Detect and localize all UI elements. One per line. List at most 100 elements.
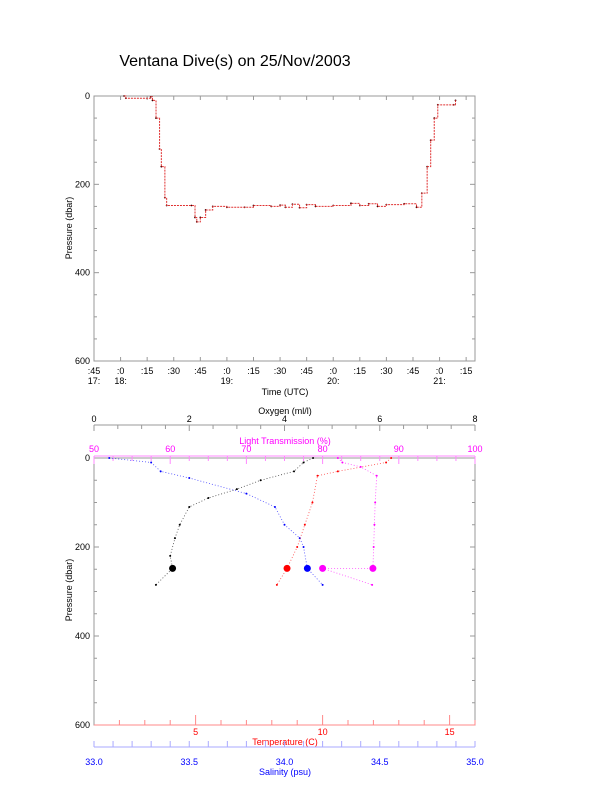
temperature-tick-label: 15 — [445, 727, 455, 737]
y-axis-label: Pressure (dbar) — [64, 559, 74, 622]
oxygen-data-point — [235, 488, 238, 491]
oxygen-data-point — [302, 461, 305, 464]
temperature-data-point — [283, 564, 291, 572]
salinity-tick-label: 34.0 — [276, 757, 294, 767]
oxygen-tick-label: 0 — [91, 414, 96, 424]
oxygen-axis-label: Oxygen (ml/l) — [258, 406, 312, 416]
oxygen-data-point — [312, 457, 315, 459]
light-data-point — [369, 564, 377, 572]
oxygen-tick-label: 4 — [282, 414, 287, 424]
oxygen-tick-label: 6 — [377, 414, 382, 424]
plot-frame — [93, 457, 476, 726]
oxygen-tick-label: 8 — [472, 414, 477, 424]
x-tick-label-hour: 18: — [114, 376, 127, 386]
x-axis-label: Time (UTC) — [262, 387, 309, 397]
light-data-point — [371, 583, 374, 586]
y-tick-label: 200 — [75, 179, 90, 189]
x-tick-label: :0 — [223, 366, 231, 376]
salinity-tick-label: 33.5 — [180, 757, 198, 767]
y-tick-label: 0 — [85, 453, 90, 463]
x-tick-label: :0 — [329, 366, 337, 376]
salinity-tick-label: 35.0 — [466, 757, 484, 767]
plot-frame — [93, 95, 476, 362]
light-data-point — [373, 523, 376, 526]
light-tick-label: 50 — [89, 444, 99, 454]
x-tick-label: :0 — [117, 366, 125, 376]
light-axis-label: Light Transmission (%) — [239, 436, 331, 446]
x-tick-label: :0 — [436, 366, 444, 376]
salinity-profile-line — [109, 457, 323, 586]
temperature-tick-label: 5 — [193, 727, 198, 737]
temperature-data-point — [275, 583, 278, 586]
salinity-data-point — [108, 457, 111, 459]
light-data-point — [374, 501, 377, 504]
oxygen-data-point — [173, 537, 176, 540]
salinity-data-point — [159, 470, 162, 473]
x-tick-label-hour: 19: — [221, 376, 234, 386]
oxygen-data-point — [169, 554, 172, 557]
x-tick-label: :45 — [300, 366, 313, 376]
x-tick-label: :15 — [460, 366, 473, 376]
temperature-data-point — [316, 474, 319, 477]
temperature-data-point — [390, 457, 393, 459]
x-tick-label: :30 — [380, 366, 393, 376]
light-data-point — [359, 465, 362, 468]
y-tick-label: 600 — [75, 720, 90, 730]
salinity-data-point — [321, 583, 324, 586]
y-tick-label: 600 — [75, 356, 90, 366]
x-tick-label-hour: 20: — [327, 376, 340, 386]
light-data-point — [336, 457, 339, 459]
y-tick-label: 400 — [75, 631, 90, 641]
oxygen-data-point — [178, 523, 181, 526]
x-tick-label-hour: 17: — [88, 376, 101, 386]
light-tick-label: 80 — [318, 444, 328, 454]
x-tick-label: :45 — [88, 366, 101, 376]
profile-plot: 0 200 400 600 Pressure (dbar) 0 2 4 6 8 Oxygen (ml… — [64, 406, 484, 777]
temperature-data-point — [296, 546, 299, 548]
temperature-tick-label: 10 — [318, 727, 328, 737]
data-point — [190, 204, 193, 207]
salinity-data-point — [303, 564, 311, 572]
temperature-data-point — [303, 523, 306, 526]
x-tick-label: :45 — [194, 366, 207, 376]
pressure-time-plot: 0200400600:4517::018::15:30:45:019::15:3… — [64, 91, 476, 397]
light-data-point — [319, 564, 327, 572]
temperature-data-point — [311, 501, 314, 504]
salinity-axis-label: Salinity (psu) — [259, 767, 311, 777]
oxygen-data-point — [188, 505, 191, 508]
y-tick-label: 200 — [75, 542, 90, 552]
oxygen-data-point — [154, 583, 157, 586]
x-tick-label: :15 — [354, 366, 367, 376]
x-tick-label: :30 — [274, 366, 287, 376]
light-data-point — [372, 546, 375, 548]
chart-title: Ventana Dive(s) on 25/Nov/2003 — [119, 53, 350, 70]
oxygen-tick-label: 2 — [187, 414, 192, 424]
light-profile-line — [322, 457, 378, 586]
pressure-line — [124, 95, 457, 223]
light-tick-label: 100 — [467, 444, 482, 454]
light-data-point — [341, 461, 344, 464]
x-tick-label: :30 — [167, 366, 180, 376]
salinity-tick-label: 34.5 — [371, 757, 389, 767]
x-tick-label: :15 — [247, 366, 260, 376]
light-tick-label: 70 — [241, 444, 251, 454]
salinity-data-point — [188, 477, 191, 480]
salinity-data-point — [273, 505, 276, 508]
salinity-data-point — [302, 546, 305, 548]
data-point — [350, 202, 352, 205]
salinity-data-point — [245, 492, 248, 495]
y-tick-label: 0 — [85, 91, 90, 101]
salinity-tick-label: 33.0 — [85, 757, 103, 767]
y-tick-label: 400 — [75, 268, 90, 278]
data-point — [160, 165, 163, 168]
light-tick-label: 60 — [165, 444, 175, 454]
salinity-data-point — [283, 523, 286, 526]
x-tick-label: :45 — [407, 366, 420, 376]
light-data-point — [375, 474, 378, 477]
salinity-data-point — [150, 461, 153, 464]
oxygen-data-point — [293, 470, 296, 473]
x-tick-label-hour: 21: — [433, 376, 446, 386]
light-tick-label: 90 — [394, 444, 404, 454]
